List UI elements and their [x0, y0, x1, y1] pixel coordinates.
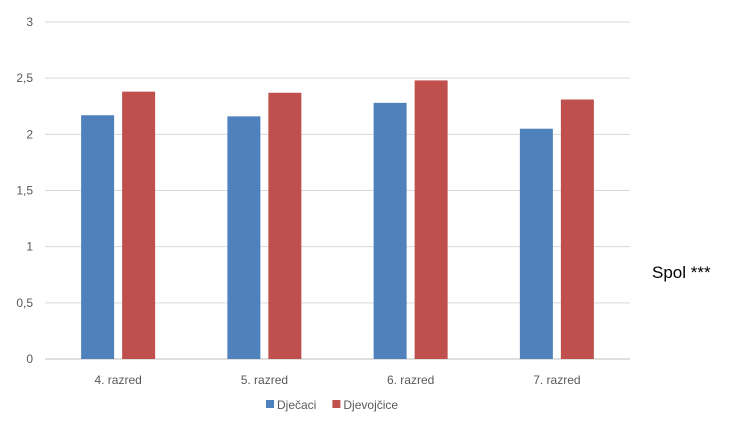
bar-djecaci-4	[519, 128, 553, 359]
y-tick-label: 0	[26, 352, 33, 366]
bar-djevojcice-3	[414, 80, 448, 359]
y-tick-label: 2,5	[16, 71, 33, 85]
y-tick-label: 2	[26, 127, 33, 141]
x-category-label: 6. razred	[387, 373, 434, 387]
bars	[81, 80, 594, 360]
legend-swatch-djecaci	[266, 400, 274, 408]
legend: Dječaci Djevojčice	[266, 398, 398, 412]
y-tick-label: 1,5	[16, 184, 33, 198]
y-tick-label: 0,5	[16, 296, 33, 310]
legend-label-djevojcice: Djevojčice	[343, 398, 398, 412]
x-axis-categories: 4. razred 5. razred 6. razred 7. razred	[94, 373, 580, 387]
x-category-label: 7. razred	[533, 373, 580, 387]
bar-djecaci-1	[81, 115, 115, 359]
x-category-label: 5. razred	[241, 373, 288, 387]
y-tick-label: 1	[26, 240, 33, 254]
y-tick-label: 3	[26, 15, 33, 29]
bar-djecaci-2	[227, 116, 261, 359]
bar-djevojcice-2	[268, 92, 302, 360]
legend-swatch-djevojcice	[332, 400, 341, 408]
bar-djevojcice-4	[560, 99, 594, 359]
legend-label-djecaci: Dječaci	[277, 398, 316, 412]
side-note-label: Spol ***	[652, 263, 711, 282]
bar-djecaci-3	[373, 102, 407, 359]
x-category-label: 4. razred	[94, 373, 141, 387]
y-axis-ticks: 0 0,5 1 1,5 2 2,5 3	[16, 15, 33, 366]
bar-djevojcice-1	[122, 91, 156, 359]
